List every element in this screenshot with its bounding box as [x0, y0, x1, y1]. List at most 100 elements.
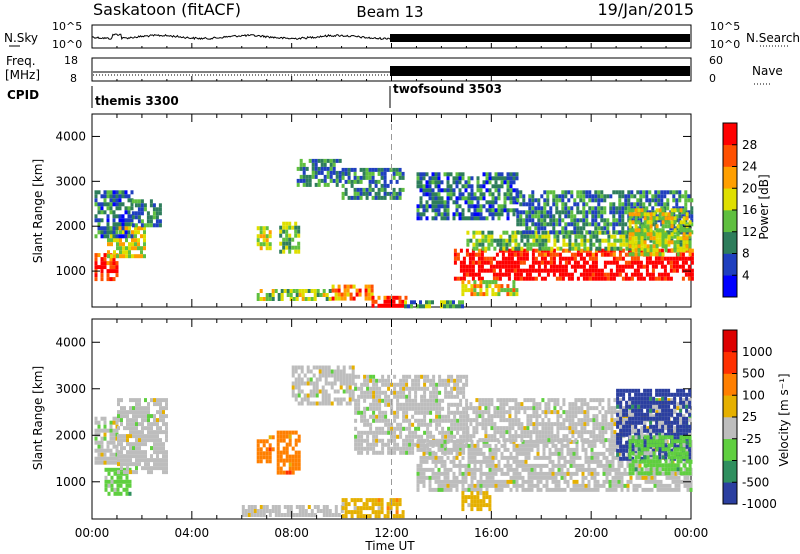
data-cell [377, 510, 381, 515]
data-cell [496, 438, 500, 443]
data-cell [144, 442, 147, 447]
data-cell [459, 446, 463, 451]
data-cell [506, 288, 510, 293]
data-cell [548, 455, 552, 460]
data-cell [671, 475, 675, 480]
data-cell [509, 475, 513, 480]
data-cell [340, 509, 344, 513]
data-cell [384, 422, 388, 427]
data-cell [381, 430, 385, 435]
data-cell [570, 206, 574, 211]
data-cell [434, 471, 438, 476]
data-cell [372, 374, 376, 379]
data-cell [303, 381, 307, 386]
data-cell [435, 442, 439, 447]
data-cell [313, 293, 317, 297]
data-cell [122, 246, 125, 251]
data-cell [354, 442, 358, 447]
data-cell [635, 471, 639, 476]
data-cell [372, 410, 376, 415]
data-cell [115, 420, 119, 425]
data-cell [349, 292, 353, 297]
data-cell [386, 502, 390, 507]
data-cell [159, 414, 162, 419]
data-cell [610, 242, 614, 247]
data-cell [138, 430, 141, 435]
data-cell [506, 455, 510, 460]
data-cell [106, 456, 110, 461]
data-cell [317, 166, 321, 171]
data-cell [135, 470, 138, 475]
data-cell [644, 487, 648, 492]
data-cell [459, 402, 463, 407]
data-cell [505, 238, 509, 243]
data-cell [479, 451, 483, 456]
data-cell [538, 242, 542, 247]
data-cell [569, 455, 573, 460]
data-cell [138, 398, 141, 403]
data-cell [165, 450, 168, 455]
data-cell [494, 180, 498, 185]
data-cell [615, 222, 619, 227]
data-cell [628, 212, 632, 217]
data-cell [453, 394, 457, 399]
data-cell [587, 459, 591, 464]
data-cell [259, 513, 263, 517]
data-cell [488, 204, 492, 209]
data-cell [476, 180, 480, 185]
data-cell [334, 513, 338, 517]
data-cell [682, 220, 686, 225]
cpid-label: CPID [7, 88, 39, 102]
data-cell [660, 256, 664, 261]
data-cell [572, 451, 576, 456]
data-cell [119, 230, 122, 235]
data-cell [132, 462, 135, 467]
data-cell [537, 202, 541, 207]
data-cell [585, 218, 589, 223]
data-cell [539, 475, 543, 480]
data-cell [462, 434, 466, 439]
data-cell [461, 475, 465, 480]
data-cell [504, 268, 508, 273]
data-cell [576, 260, 580, 265]
data-cell [539, 479, 543, 484]
data-cell [294, 229, 298, 234]
data-cell [593, 475, 597, 480]
data-cell [464, 471, 468, 476]
data-cell [581, 467, 585, 472]
data-cell [110, 238, 113, 243]
data-cell [417, 382, 421, 387]
data-cell [423, 398, 427, 403]
data-cell [328, 289, 332, 293]
data-cell [532, 410, 536, 415]
data-cell [135, 398, 138, 403]
data-cell [668, 459, 672, 464]
data-cell [674, 487, 678, 492]
data-cell [369, 426, 373, 431]
data-cell [570, 230, 574, 235]
data-cell [612, 226, 616, 231]
data-cell [621, 202, 625, 207]
data-cell [94, 456, 98, 461]
data-cell [393, 442, 397, 447]
data-cell [514, 418, 518, 423]
data-cell [423, 418, 427, 423]
data-cell [607, 234, 611, 239]
data-cell [508, 414, 512, 419]
data-cell [441, 418, 445, 423]
data-cell [673, 228, 677, 233]
data-cell [416, 176, 420, 181]
data-cell [510, 256, 514, 261]
data-cell [649, 236, 653, 241]
data-cell [153, 462, 156, 467]
data-cell [462, 386, 466, 391]
data-cell [671, 487, 675, 492]
data-cell [503, 463, 507, 468]
nsearch-tick-top: 10^5 [710, 20, 740, 33]
data-cell [626, 487, 630, 492]
data-cell [586, 238, 590, 243]
data-cell [594, 214, 598, 219]
data-cell [539, 471, 543, 476]
data-cell [291, 466, 295, 471]
data-cell [132, 450, 135, 455]
